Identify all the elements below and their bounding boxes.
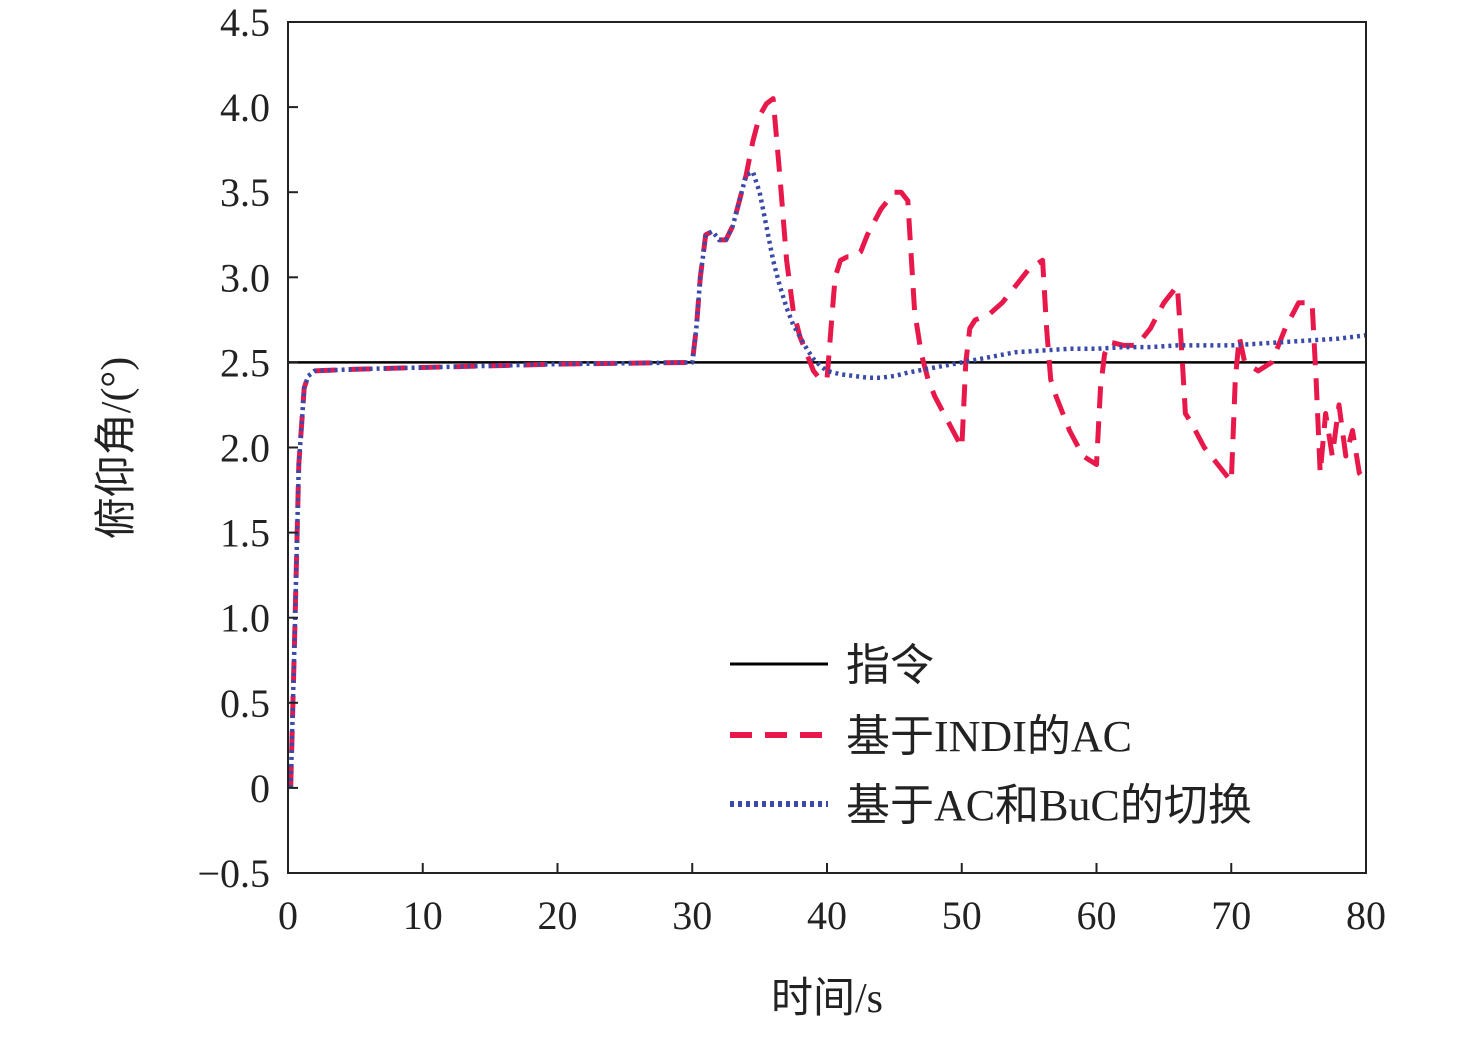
x-tick-label: 0: [278, 893, 298, 938]
y-tick-label: 3.5: [220, 170, 270, 215]
series-layer: [288, 96, 1368, 788]
y-tick-label: 1.0: [220, 596, 270, 641]
x-tick-label: 80: [1346, 893, 1386, 938]
x-tick-label: 60: [1077, 893, 1117, 938]
x-tick-label: 20: [538, 893, 578, 938]
y-tick-label: 2.0: [220, 426, 270, 471]
x-tick-label: 10: [403, 893, 443, 938]
legend-label-ac-buc-switch: 基于AC和BuC的切换: [846, 781, 1252, 830]
y-tick-label: 2.5: [220, 340, 270, 385]
series-line-indi-ac: [288, 96, 1368, 788]
x-tick-label: 70: [1211, 893, 1251, 938]
x-axis: 0 10 20 30 40 50 60 70 80: [278, 863, 1386, 938]
y-axis: −0.5 0 0.5 1.0 1.5 2.0 2.5 3.0 3.5 4.0 4.5: [197, 0, 298, 896]
y-tick-label: 1.5: [220, 511, 270, 556]
legend-label-indi-ac: 基于INDI的AC: [846, 712, 1132, 761]
y-tick-label: 4.0: [220, 85, 270, 130]
x-axis-label: 时间/s: [771, 976, 883, 1022]
x-tick-label: 40: [807, 893, 847, 938]
x-tick-label: 30: [672, 893, 712, 938]
y-tick-label: 4.5: [220, 0, 270, 45]
x-tick-label: 50: [942, 893, 982, 938]
y-tick-label: −0.5: [197, 851, 270, 896]
y-tick-label: 0.5: [220, 681, 270, 726]
legend-label-command: 指令: [846, 641, 934, 690]
series-line-ac-buc-switch: [288, 169, 1367, 788]
legend: 指令 基于INDI的AC 基于AC和BuC的切换: [730, 641, 1252, 830]
y-tick-label: 3.0: [220, 255, 270, 300]
y-tick-label: 0: [250, 766, 270, 811]
y-axis-label: 俯仰角/(°): [93, 357, 140, 539]
